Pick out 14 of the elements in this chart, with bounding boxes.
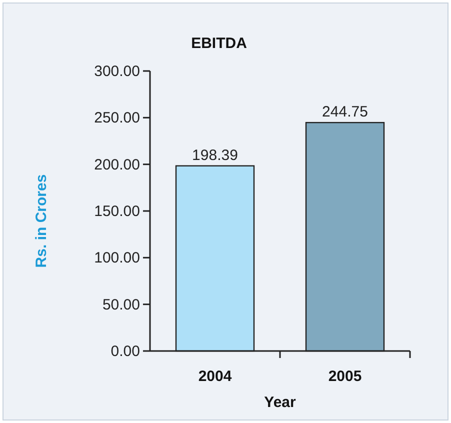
- data-label: 198.39: [192, 146, 238, 164]
- y-tick-label: 0.00: [110, 343, 140, 360]
- chart-title: EBITDA: [191, 35, 248, 52]
- data-label: 244.75: [322, 104, 368, 121]
- x-tick-label: 2004: [198, 368, 232, 385]
- x-tick-label: 2005: [328, 368, 362, 385]
- y-tick-label: 200.00: [94, 156, 140, 174]
- y-tick-label: 150.00: [94, 203, 140, 220]
- y-tick-label: 100.00: [94, 250, 140, 267]
- y-tick-label: 250.00: [94, 110, 140, 127]
- y-axis-title: Rs. in Crores: [33, 174, 50, 268]
- x-axis-title: Year: [264, 394, 296, 411]
- y-tick-label: 300.00: [94, 63, 140, 80]
- y-tick-label: 50.00: [102, 296, 140, 314]
